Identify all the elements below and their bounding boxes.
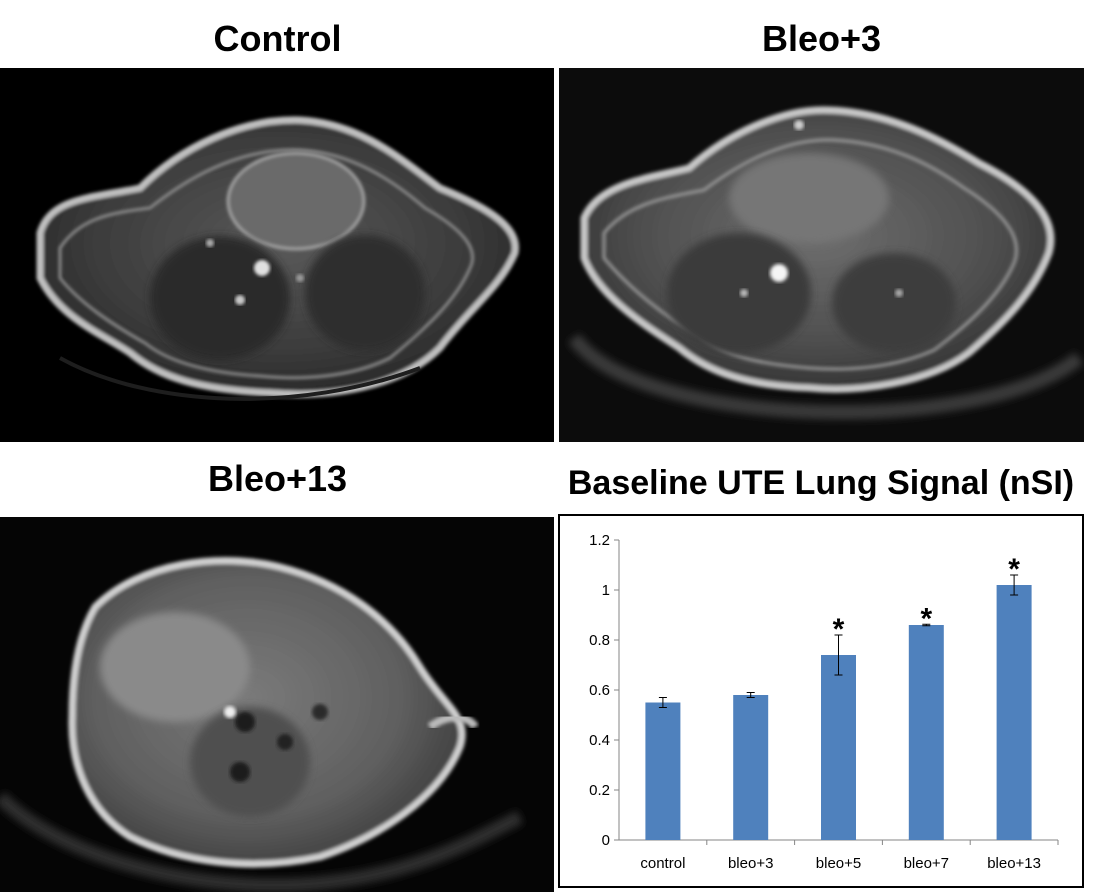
category-label: bleo+3 xyxy=(728,855,773,872)
bar xyxy=(645,702,681,840)
bleo3-title: Bleo+3 xyxy=(761,18,882,59)
control-title: Control xyxy=(213,18,342,59)
bleo13-title: Bleo+13 xyxy=(207,458,348,499)
bar-chart: 0 0.2 0.4 0.6 0.8 1 1.2 control bleo+3 bleo+5 * ble… xyxy=(589,532,1059,872)
mri-image-control xyxy=(0,68,554,442)
category-label: bleo+5 xyxy=(816,855,861,872)
significance-marker: * xyxy=(920,602,932,635)
category-label: control xyxy=(640,855,685,872)
significance-marker: * xyxy=(1008,553,1020,586)
y-tick-label: 0.8 xyxy=(589,632,610,649)
y-tick-label: 1.2 xyxy=(589,532,610,549)
mri-image-bleo13 xyxy=(0,517,554,892)
significance-marker: * xyxy=(833,613,845,646)
y-tick-label: 1 xyxy=(602,582,610,599)
y-tick-label: 0.2 xyxy=(589,782,610,799)
y-tick-label: 0 xyxy=(602,832,610,849)
category-label: bleo+7 xyxy=(904,855,949,872)
y-tick-label: 0.6 xyxy=(589,682,610,699)
y-tick-label: 0.4 xyxy=(589,732,610,749)
bar xyxy=(908,625,944,840)
chart-title: Baseline UTE Lung Signal (nSI) xyxy=(567,464,1075,502)
mri-image-bleo3 xyxy=(559,68,1084,442)
bar xyxy=(821,655,856,840)
bar-chart-frame: 0 0.2 0.4 0.6 0.8 1 1.2 control bleo+3 bleo+5 * ble… xyxy=(558,514,1084,888)
bar xyxy=(996,585,1032,840)
bar xyxy=(733,695,769,840)
category-label: bleo+13 xyxy=(987,855,1041,872)
